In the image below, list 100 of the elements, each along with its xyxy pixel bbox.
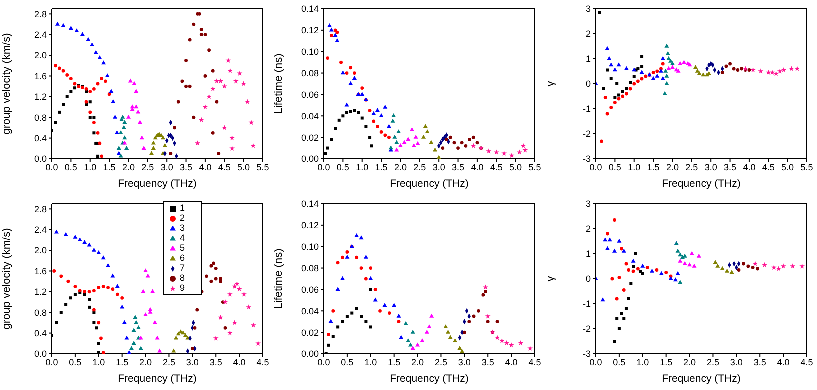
x-tick-label: 0.0 xyxy=(46,162,58,172)
legend-label: 5 xyxy=(180,243,186,253)
y-tick-label: 2 xyxy=(586,29,591,40)
x-tick-label: 4.0 xyxy=(743,162,756,172)
x-tick-label: 5.5 xyxy=(256,162,270,172)
x-tick-label: 0.5 xyxy=(608,162,622,172)
y-tick-label: 0.14 xyxy=(301,199,319,210)
legend-label: 2 xyxy=(180,213,186,223)
x-tick-label: 3.5 xyxy=(754,357,766,368)
y-axis-title: γ xyxy=(544,80,557,87)
y-tick-label: 0.04 xyxy=(301,306,319,316)
x-tick-label: 3.5 xyxy=(210,357,222,368)
x-tick-label: 1.0 xyxy=(84,162,97,172)
x-tick-label: 5.5 xyxy=(800,162,814,172)
y-tick-label: 0.0 xyxy=(34,349,47,360)
y-axis-title: group velocity (km/s) xyxy=(0,228,13,330)
y-tick-label: 0.12 xyxy=(301,26,319,36)
x-tick-label: 1.0 xyxy=(92,357,106,368)
x-tick-label: 1.0 xyxy=(364,357,378,368)
x-tick-label: 2.5 xyxy=(142,162,154,172)
y-tick-label: -3 xyxy=(582,154,591,164)
x-tick-label: 3.0 xyxy=(432,162,446,172)
x-tick-label: 1.0 xyxy=(356,162,369,172)
x-tick-label: 0.0 xyxy=(46,357,58,368)
y-tick-label: 0.00 xyxy=(301,154,319,164)
y-tick-label: 2.0 xyxy=(34,50,47,61)
y-tick-label: 0.06 xyxy=(301,284,319,295)
y-tick-label: 1 xyxy=(586,54,591,64)
y-tick-label: 0.10 xyxy=(301,47,319,58)
y-axis-title: Lifetime (ns) xyxy=(272,54,285,114)
x-tick-label: 5.0 xyxy=(238,162,250,172)
x-tick-label: 3.0 xyxy=(160,162,174,172)
y-tick-label: 0.4 xyxy=(34,134,47,144)
legend-label: 4 xyxy=(180,233,186,243)
x-tick-label: 5.5 xyxy=(528,162,542,172)
x-tick-label: 4.5 xyxy=(800,357,814,368)
y-tick-label: 1 xyxy=(586,249,591,260)
y-tick-label: 0 xyxy=(586,79,591,90)
y-tick-label: -3 xyxy=(582,349,591,360)
x-tick-label: 0.5 xyxy=(336,162,350,172)
y-tick-label: 1.2 xyxy=(34,287,47,298)
x-tick-label: 0.5 xyxy=(613,357,626,368)
x-tick-label: 1.0 xyxy=(628,162,641,172)
y-tick-label: 1.6 xyxy=(34,266,47,276)
x-tick-label: 3.5 xyxy=(180,162,193,172)
x-tick-label: 1.5 xyxy=(375,162,388,172)
x-tick-label: 2.5 xyxy=(162,357,176,368)
y-tick-label: 0.08 xyxy=(301,263,319,274)
x-tick-label: 1.5 xyxy=(103,162,116,172)
x-tick-label: 4.0 xyxy=(199,162,212,172)
x-tick-label: 1.5 xyxy=(116,357,129,368)
x-tick-label: 0.5 xyxy=(69,357,82,368)
y-tick-label: 0 xyxy=(586,274,591,284)
x-tick-label: 4.0 xyxy=(233,357,246,368)
x-tick-label: 3.5 xyxy=(482,357,494,368)
y-tick-label: 3 xyxy=(586,199,591,210)
y-axis-title: Lifetime (ns) xyxy=(272,248,285,310)
x-tick-label: 2.5 xyxy=(686,162,698,172)
x-tick-label: 1.5 xyxy=(647,162,660,172)
y-tick-label: 2.8 xyxy=(34,204,47,214)
x-tick-label: 0.5 xyxy=(64,162,78,172)
y-tick-label: -1 xyxy=(582,104,591,114)
y-tick-label: -1 xyxy=(582,299,591,310)
y-tick-label: 0.4 xyxy=(34,328,47,339)
y-tick-label: 3 xyxy=(586,4,591,14)
x-tick-label: 0.0 xyxy=(318,162,330,172)
x-axis-title: Frequency (THz) xyxy=(118,373,197,385)
x-tick-label: 4.5 xyxy=(762,162,775,172)
x-tick-label: 2.0 xyxy=(394,162,407,172)
x-tick-label: 4.0 xyxy=(777,357,790,368)
x-tick-label: 1.5 xyxy=(388,357,401,368)
x-axis-title: Frequency (THz) xyxy=(662,178,741,190)
x-tick-label: 1.5 xyxy=(660,357,673,368)
x-axis-title: Frequency (THz) xyxy=(390,373,469,385)
x-axis-title: Frequency (THz) xyxy=(118,178,197,190)
y-tick-label: 2.4 xyxy=(34,225,47,236)
x-tick-label: 4.5 xyxy=(256,357,270,368)
y-tick-label: -2 xyxy=(582,129,591,140)
y-axis-title: γ xyxy=(544,276,557,282)
y-tick-label: 1.6 xyxy=(34,71,47,82)
x-tick-label: 2.0 xyxy=(140,357,152,368)
y-tick-label: 2.4 xyxy=(34,30,47,40)
x-tick-label: 4.5 xyxy=(218,162,231,172)
legend-label: 8 xyxy=(180,273,186,283)
x-tick-label: 2.0 xyxy=(684,357,696,368)
x-tick-label: 2.0 xyxy=(666,162,679,172)
x-tick-label: 2.0 xyxy=(412,357,424,368)
legend-label: 9 xyxy=(180,283,186,293)
x-axis-title: Frequency (THz) xyxy=(390,178,469,190)
x-tick-label: 5.0 xyxy=(510,162,522,172)
y-tick-label: 0.10 xyxy=(301,242,319,252)
x-tick-label: 2.0 xyxy=(122,162,135,172)
y-tick-label: 2.0 xyxy=(34,246,47,256)
x-tick-label: 0.0 xyxy=(318,357,330,368)
x-tick-label: 2.5 xyxy=(434,357,448,368)
x-tick-label: 1.0 xyxy=(636,357,650,368)
y-tick-label: 2 xyxy=(586,224,591,234)
x-tick-label: 3.0 xyxy=(730,357,743,368)
x-tick-label: 3.0 xyxy=(704,162,718,172)
y-tick-label: 0.02 xyxy=(301,132,319,143)
